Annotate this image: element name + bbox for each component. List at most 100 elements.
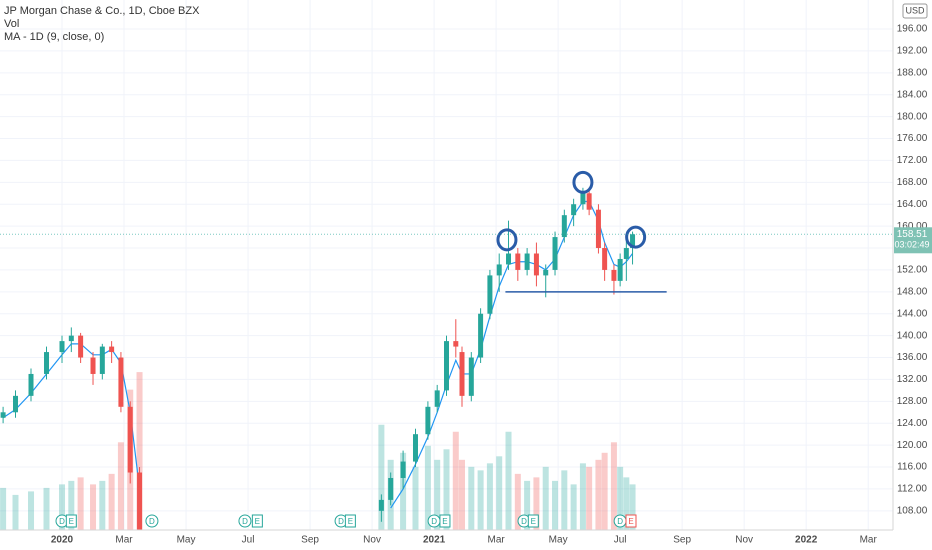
volume-bar — [552, 480, 559, 530]
volume-bar — [136, 372, 143, 530]
volume-bar — [601, 452, 608, 530]
event-label: D — [242, 517, 248, 526]
volume-bar — [117, 442, 124, 530]
candle-body — [59, 341, 65, 353]
event-label: E — [531, 517, 536, 526]
event-label: D — [617, 517, 623, 526]
volume-bar — [542, 466, 549, 530]
candle-body — [561, 215, 567, 238]
y-tick-label: 108.00 — [897, 505, 928, 516]
event-label: E — [69, 517, 74, 526]
volume-bar — [514, 473, 521, 530]
volume-bar — [12, 494, 19, 530]
volume-bar — [434, 459, 441, 530]
candle-body — [515, 253, 521, 270]
volume-bar — [561, 470, 568, 530]
x-tick-label: Jul — [614, 535, 627, 546]
candle-body — [28, 373, 34, 396]
currency-box[interactable] — [902, 3, 928, 19]
y-tick-label: 188.00 — [897, 67, 928, 78]
candle-body — [13, 395, 19, 413]
volume-bar — [412, 466, 419, 530]
candle-body — [543, 269, 549, 276]
volume-bar — [586, 466, 593, 530]
volume-bar — [108, 473, 115, 530]
event-label: D — [338, 517, 344, 526]
event-label: D — [149, 517, 155, 526]
volume-bar — [400, 452, 407, 530]
y-tick-label: 144.00 — [897, 308, 928, 319]
volume-bar — [610, 442, 617, 530]
candle-body — [44, 352, 50, 374]
event-label: D — [431, 517, 437, 526]
candle-body — [478, 313, 484, 358]
candle-body — [434, 390, 440, 407]
event-badge — [439, 514, 451, 528]
candle-body — [533, 253, 539, 276]
candle-body — [552, 237, 558, 270]
currency: USD — [905, 5, 925, 15]
volume-bar — [90, 484, 97, 530]
volume-bar — [524, 480, 531, 530]
volume-bar — [443, 449, 450, 530]
x-tick-label: 2021 — [423, 535, 446, 546]
candle-body — [99, 346, 105, 374]
candle-body — [137, 472, 143, 530]
candle-body — [630, 234, 636, 249]
event-label: D — [521, 517, 527, 526]
x-tick-label: Mar — [115, 535, 133, 546]
candle-body — [388, 477, 394, 500]
event-badge — [527, 514, 539, 528]
candle-body — [0, 412, 6, 418]
candle-body — [425, 406, 431, 435]
annotation-circle — [625, 225, 647, 249]
y-tick-label: 128.00 — [897, 396, 928, 407]
candle-body — [412, 434, 418, 462]
volume-bar — [579, 463, 586, 530]
event-badge — [145, 514, 159, 528]
annotation-circle — [496, 228, 518, 252]
x-tick-label: Jul — [242, 535, 255, 546]
x-tick-label: May — [177, 535, 196, 546]
volume-bar — [533, 477, 540, 530]
volume-bar — [59, 484, 66, 530]
y-tick-label: 168.00 — [897, 177, 928, 188]
volume-bar — [99, 480, 106, 530]
event-label: D — [59, 517, 65, 526]
y-tick-label: 132.00 — [897, 374, 928, 385]
x-tick-label: Nov — [363, 535, 381, 546]
grid — [0, 0, 893, 530]
candle-body — [400, 461, 406, 478]
volume-bar — [629, 484, 636, 530]
x-tick-label: Mar — [487, 535, 505, 546]
y-tick-label: 160.00 — [897, 221, 928, 232]
volume-bar — [623, 477, 630, 530]
y-tick-label: 172.00 — [897, 155, 928, 166]
x-tick-label: 2022 — [795, 535, 818, 546]
volume-bar — [496, 456, 503, 530]
candle-body — [444, 341, 449, 391]
candle-body — [78, 335, 84, 358]
candle-body — [571, 204, 577, 216]
volume-bar — [617, 466, 624, 530]
x-tick-label: Nov — [735, 535, 753, 546]
y-tick-label: 124.00 — [897, 418, 928, 429]
volume-bar — [378, 424, 385, 530]
candle-body — [617, 258, 623, 281]
candle-body — [623, 248, 629, 259]
candle-body — [453, 341, 459, 347]
y-tick-label: 176.00 — [897, 133, 928, 144]
volume-bar — [486, 463, 493, 530]
y-tick-label: 180.00 — [897, 111, 928, 122]
chart-title: JP Morgan Chase & Co., 1D, Cboe BZX — [4, 5, 200, 17]
axes: 108.00 112.00 116.00 120.00 124.00 128.00 132.… — [51, 24, 932, 546]
volume-bar — [77, 477, 84, 530]
volume-legend: Vol — [4, 18, 19, 30]
price-axis-bg — [893, 0, 932, 550]
candle-body — [602, 248, 608, 270]
y-tick-label: 164.00 — [897, 199, 928, 210]
y-tick-label: 192.00 — [897, 46, 928, 57]
candle-body — [90, 357, 96, 374]
y-tick-label: 196.00 — [897, 24, 928, 35]
